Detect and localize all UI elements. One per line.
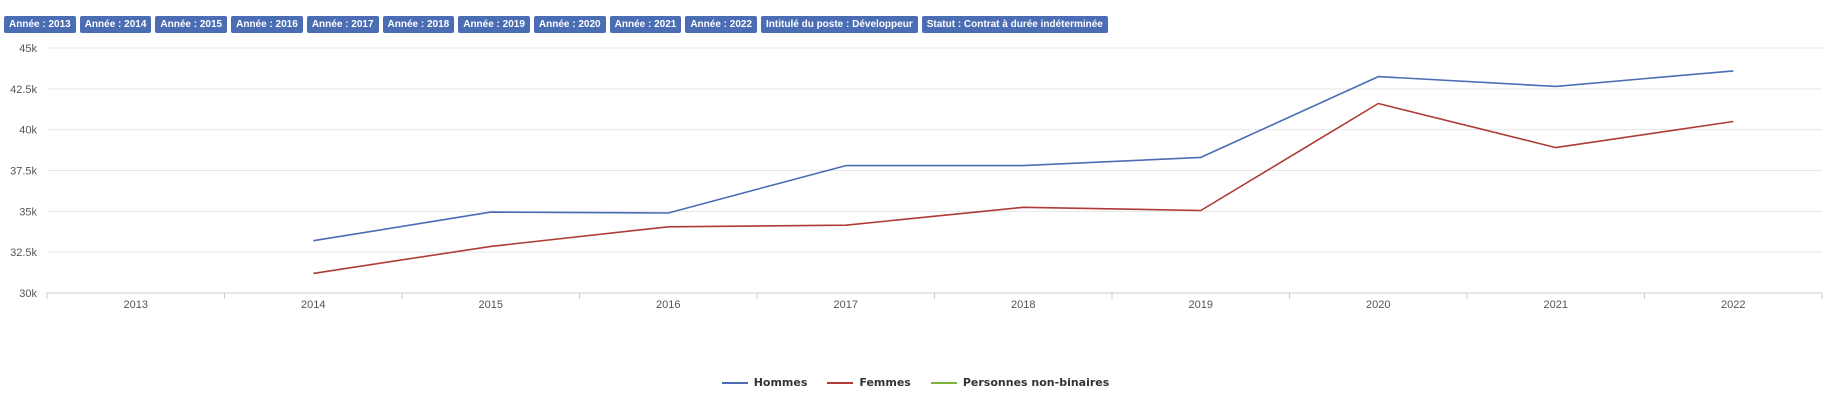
legend-item[interactable]: Personnes non-binaires — [930, 376, 1110, 389]
filter-chip[interactable]: Année : 2018 — [382, 16, 455, 33]
series-line-hommes — [313, 70, 1734, 242]
legend-label: Femmes — [859, 376, 911, 389]
legend-swatch — [721, 381, 748, 384]
filter-chip[interactable]: Année : 2019 — [458, 16, 530, 33]
x-tick-label: 2015 — [479, 299, 503, 311]
chart-legend: Hommes Femmes Personnes non-binaires — [0, 376, 1831, 389]
x-tick-label: 2014 — [301, 299, 325, 311]
filter-chip[interactable]: Année : 2016 — [231, 16, 303, 33]
filter-chip[interactable]: Année : 2013 — [4, 16, 76, 33]
legend-swatch — [930, 381, 957, 384]
y-tick-label: 37.5k — [10, 166, 37, 178]
y-tick-label: 32.5k — [10, 247, 37, 259]
line-chart: 30k 32.5k 35k 37.5k 40k 42.5k 45k 2013 2014 2015 2… — [10, 43, 1823, 311]
filter-chip[interactable]: Année : 2015 — [155, 16, 228, 33]
x-tick-label: 2019 — [1189, 299, 1213, 311]
filter-chip[interactable]: Année : 2017 — [306, 16, 379, 33]
filter-bar: Année : 2013 Année : 2014 Année : 2015 Anné… — [4, 16, 1108, 33]
legend-label: Personnes non-binaires — [962, 376, 1110, 389]
x-tick-label: 2016 — [656, 299, 680, 311]
y-tick-label: 40k — [19, 125, 37, 137]
filter-chip[interactable]: Année : 2020 — [533, 16, 606, 33]
y-tick-label: 35k — [19, 206, 37, 218]
x-tick-label: 2022 — [1721, 299, 1745, 311]
x-tick-label: 2018 — [1011, 299, 1035, 311]
filter-chip[interactable]: Intitulé du poste : Développeur — [761, 16, 918, 33]
legend-swatch — [827, 381, 854, 384]
filter-chip[interactable]: Année : 2014 — [79, 16, 152, 33]
filter-chip[interactable]: Statut : Contrat à durée indéterminée — [921, 16, 1108, 33]
legend-item[interactable]: Hommes — [721, 376, 808, 389]
series-line-femmes — [313, 102, 1734, 275]
x-tick-label: 2013 — [124, 299, 148, 311]
y-tick-label: 30k — [19, 288, 37, 300]
x-tick-label: 2020 — [1366, 299, 1390, 311]
x-tick-label: 2017 — [834, 299, 858, 311]
y-tick-label: 42.5k — [10, 84, 37, 96]
y-tick-label: 45k — [19, 43, 37, 55]
x-tick-label: 2021 — [1544, 299, 1568, 311]
legend-label: Hommes — [753, 376, 808, 389]
filter-chip[interactable]: Année : 2022 — [685, 16, 758, 33]
legend-item[interactable]: Femmes — [827, 376, 911, 389]
filter-chip[interactable]: Année : 2021 — [609, 16, 682, 33]
